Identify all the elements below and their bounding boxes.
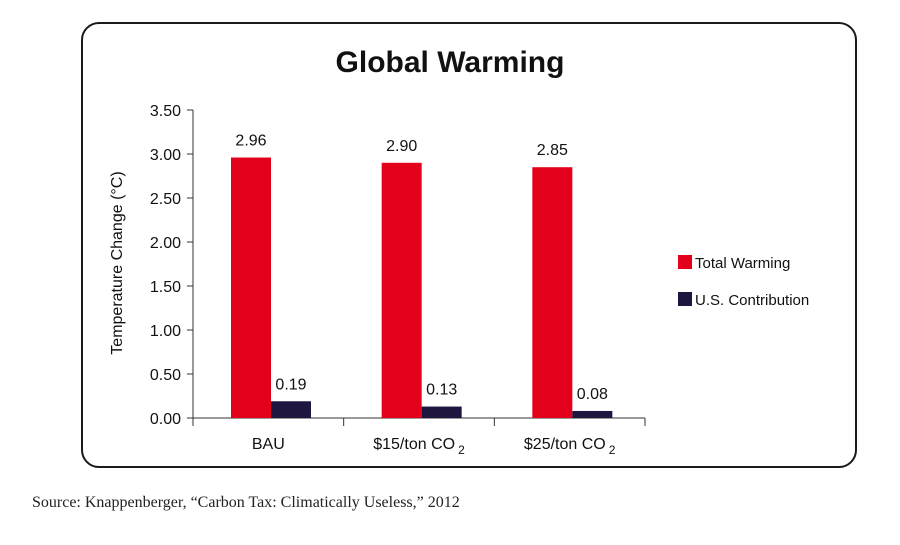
category-labels: BAU $15/ton CO 2 $25/ton CO 2 (252, 436, 616, 457)
y-tick-label: 0.50 (150, 367, 181, 384)
category-label-main: $15/ton CO (373, 436, 455, 453)
data-label: 2.85 (537, 142, 568, 159)
y-tick-label: 2.50 (150, 191, 181, 208)
source-note: Source: Knappenberger, “Carbon Tax: Clim… (32, 494, 460, 511)
legend-label: Total Warming (695, 255, 790, 272)
y-tick-label: 3.50 (150, 103, 181, 120)
category-label-main: BAU (252, 436, 285, 453)
y-tick-label: 2.00 (150, 235, 181, 252)
bar-total-warming (532, 167, 573, 418)
legend: Total Warming U.S. Contribution (678, 255, 809, 309)
bar-total-warming (231, 157, 271, 418)
legend-label: U.S. Contribution (695, 292, 809, 309)
data-label: 2.90 (386, 138, 417, 155)
category-label-subscript: 2 (458, 443, 465, 457)
chart-title: Global Warming (335, 46, 565, 79)
bar-us-contribution (421, 406, 462, 418)
chart-frame (81, 22, 857, 468)
category-label: $15/ton CO 2 (373, 436, 465, 457)
data-label: 0.13 (426, 382, 457, 399)
bar-us-contribution (572, 410, 613, 418)
data-labels: 2.96 2.90 2.85 0.19 0.13 0.08 (235, 133, 608, 403)
y-tick-label: 1.50 (150, 279, 181, 296)
legend-swatch (678, 292, 692, 306)
y-ticks: 0.00 0.50 1.00 1.50 2.00 2.50 3.00 3.50 (150, 103, 193, 428)
data-label: 0.08 (577, 386, 608, 403)
x-ticks (192, 418, 646, 426)
y-tick-label: 3.00 (150, 147, 181, 164)
data-label: 2.96 (235, 133, 266, 150)
category-label-subscript: 2 (609, 443, 616, 457)
y-tick-label: 1.00 (150, 323, 181, 340)
category-label: $25/ton CO 2 (524, 436, 616, 457)
bars (231, 157, 613, 418)
y-axis-label: Temperature Change (°C) (109, 171, 126, 354)
bar-total-warming (381, 162, 422, 418)
legend-swatch (678, 255, 692, 269)
category-label: BAU (252, 436, 285, 453)
category-label-main: $25/ton CO (524, 436, 606, 453)
bar-us-contribution (271, 401, 311, 418)
y-tick-label: 0.00 (150, 411, 181, 428)
data-label: 0.19 (275, 376, 306, 393)
